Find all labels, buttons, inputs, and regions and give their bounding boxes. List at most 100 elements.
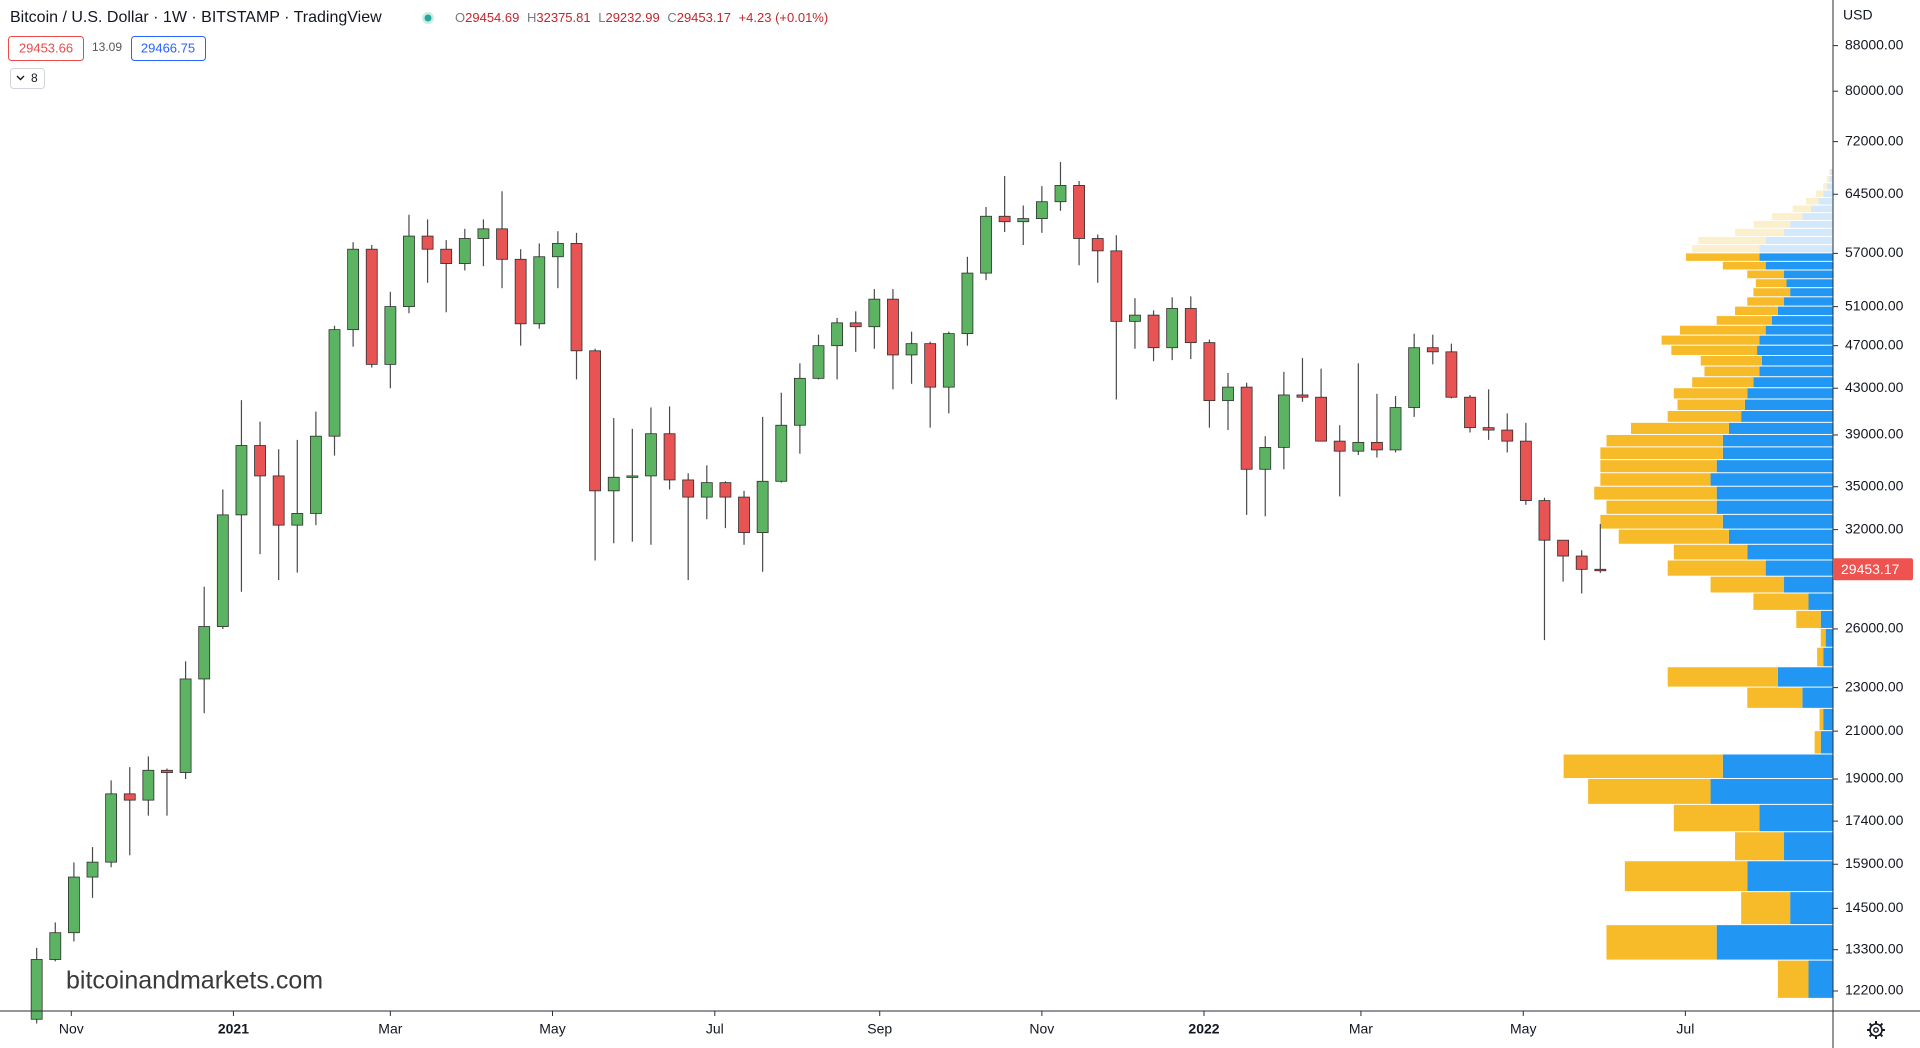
profile-up-bar: [1744, 399, 1833, 411]
profile-down-bar: [1815, 190, 1824, 197]
y-tick-label: 35000.00: [1845, 477, 1904, 493]
profile-up-bar: [1820, 610, 1833, 628]
candle-body: [589, 350, 602, 492]
ask-box[interactable]: [131, 36, 206, 61]
profile-up-bar: [1747, 861, 1833, 892]
y-tick-label: 23000.00: [1845, 678, 1904, 694]
ohlc-value: 29453.17: [677, 10, 731, 25]
profile-down-bar: [1753, 288, 1791, 297]
bid-box[interactable]: [8, 36, 84, 61]
currency-label[interactable]: USD: [1843, 7, 1873, 23]
profile-up-bar: [1722, 447, 1833, 460]
profile-up-bar: [1765, 560, 1833, 576]
candle-body: [1073, 185, 1086, 239]
x-tick-label: Sep: [867, 1021, 892, 1037]
profile-down-bar: [1673, 544, 1748, 560]
candle-body: [1129, 314, 1141, 322]
profile-up-bar: [1802, 213, 1833, 220]
profile-up-bar: [1790, 892, 1833, 925]
profile-up-bar: [1826, 183, 1833, 190]
indicator-toggle[interactable]: [10, 68, 45, 89]
profile-down-bar: [1819, 708, 1824, 731]
x-tick-label: Nov: [59, 1021, 84, 1037]
candle-body: [477, 228, 490, 239]
candle-body: [663, 433, 676, 481]
y-tick-label: 26000.00: [1845, 620, 1904, 636]
profile-down-bar: [1817, 647, 1824, 667]
candle-body: [1501, 429, 1514, 442]
candle-body: [1575, 555, 1588, 570]
profile-up-bar: [1757, 345, 1833, 355]
profile-down-bar: [1747, 297, 1785, 306]
x-tick-label: May: [1510, 1021, 1536, 1037]
profile-up-bar: [1765, 325, 1833, 335]
profile-up-bar: [1747, 388, 1833, 399]
candle-body: [998, 215, 1011, 223]
profile-down-bar: [1679, 325, 1766, 335]
profile-up-bar: [1759, 253, 1833, 261]
profile-up-bar: [1759, 366, 1833, 377]
candle-body: [1017, 218, 1030, 223]
y-tick-label: 14500.00: [1845, 899, 1904, 915]
candle-body: [272, 475, 285, 526]
candle-body: [812, 345, 825, 379]
y-tick-label: 43000.00: [1845, 379, 1904, 395]
candle-body: [607, 476, 620, 492]
profile-down-bar: [1606, 925, 1717, 960]
candle-body: [924, 343, 937, 388]
profile-down-bar: [1735, 832, 1785, 861]
ohlc-value: 29454.69: [465, 10, 519, 25]
candle-body: [179, 678, 192, 773]
candle-body: [533, 256, 546, 325]
profile-down-bar: [1741, 892, 1791, 925]
profile-up-bar: [1716, 460, 1833, 473]
profile-up-bar: [1777, 667, 1833, 687]
candle-body: [86, 861, 99, 878]
profile-down-bar: [1823, 183, 1827, 190]
candle-body: [384, 306, 397, 365]
profile-down-bar: [1698, 236, 1766, 245]
profile-up-bar: [1710, 473, 1833, 486]
profile-up-bar: [1747, 544, 1833, 560]
bid-price: 29453.66: [19, 40, 73, 55]
profile-up-bar: [1823, 647, 1833, 667]
profile-down-bar: [1588, 779, 1711, 804]
candle-body: [1445, 351, 1458, 398]
profile-down-bar: [1771, 213, 1803, 220]
profile-down-bar: [1792, 205, 1811, 213]
profile-down-bar: [1671, 345, 1758, 355]
y-tick-label: 64500.00: [1845, 185, 1904, 201]
candle-body: [868, 298, 881, 328]
candle-body: [961, 272, 974, 335]
y-tick-label: 57000.00: [1845, 244, 1904, 260]
profile-down-bar: [1747, 270, 1785, 279]
candle-body: [980, 215, 992, 274]
profile-down-bar: [1704, 366, 1760, 377]
symbol-title[interactable]: Bitcoin / U.S. Dollar · 1W · BITSTAMP · …: [10, 9, 382, 26]
profile-up-bar: [1830, 168, 1833, 176]
settings-icon[interactable]: [1867, 1021, 1885, 1039]
x-tick-label: May: [539, 1021, 565, 1037]
x-tick-label: 2021: [218, 1021, 249, 1037]
ohlc-letter: L: [598, 10, 605, 25]
profile-down-bar: [1710, 576, 1785, 593]
profile-up-bar: [1784, 228, 1833, 236]
candle-body: [1259, 446, 1272, 470]
candle-body: [328, 329, 341, 437]
profile-up-bar: [1810, 205, 1833, 213]
profile-down-bar: [1753, 593, 1809, 610]
candle-body: [570, 243, 583, 352]
profile-up-bar: [1818, 197, 1833, 205]
candle-body: [291, 513, 304, 526]
profile-up-bar: [1784, 297, 1833, 306]
profile-down-bar: [1700, 355, 1762, 366]
ask-price: 29466.75: [141, 40, 195, 55]
candles: [30, 161, 1607, 1024]
watermark: bitcoinandmarkets.com: [66, 967, 323, 995]
y-tick-label: 19000.00: [1845, 770, 1904, 786]
profile-down-bar: [1673, 388, 1748, 399]
profile-up-bar: [1716, 486, 1833, 500]
candle-body: [1352, 441, 1365, 452]
chevron-icon: [16, 75, 25, 81]
